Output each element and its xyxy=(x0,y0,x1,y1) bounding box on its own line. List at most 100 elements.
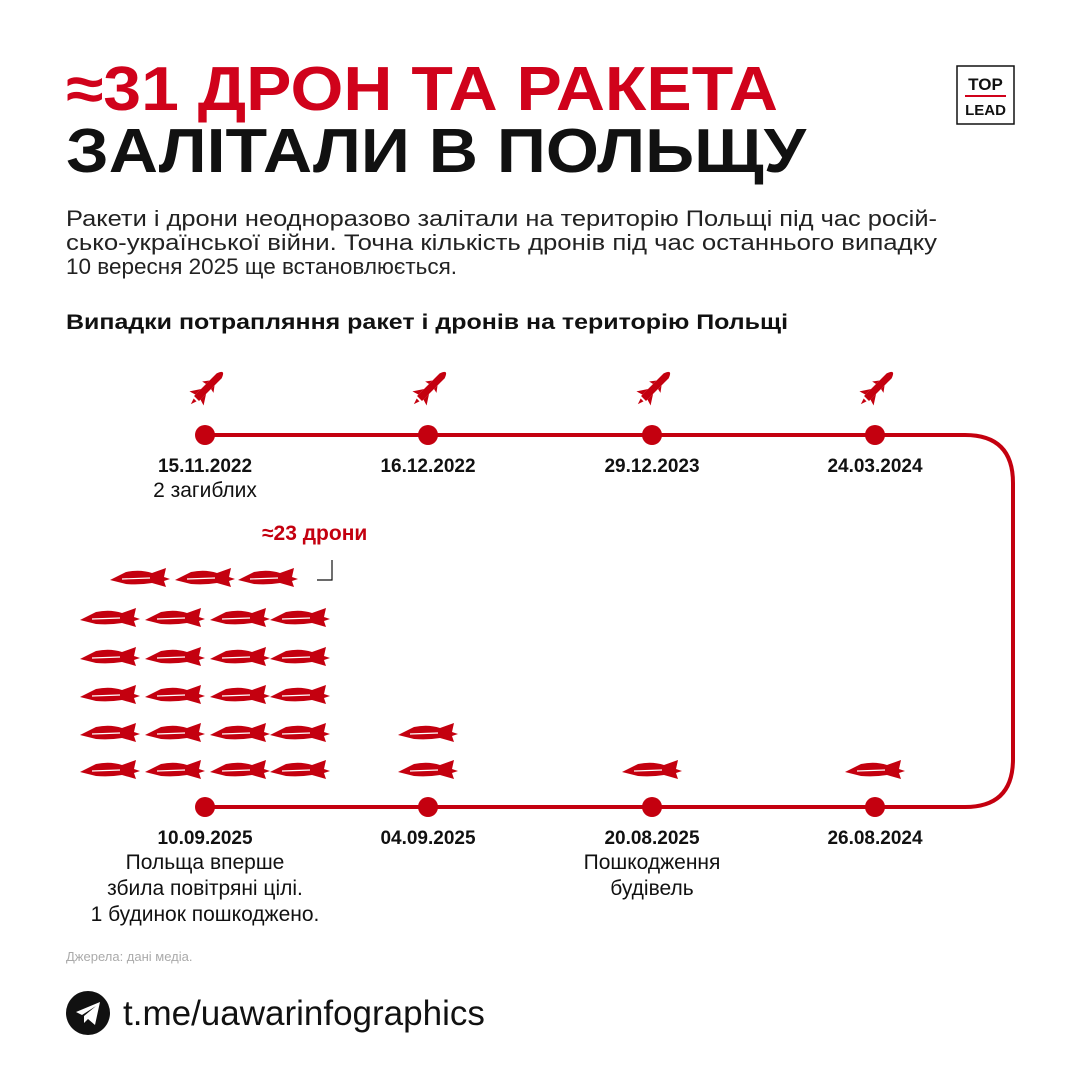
drone-stripe xyxy=(91,732,121,735)
logo-box xyxy=(956,65,1015,125)
event-date: 24.03.2024 xyxy=(827,456,923,477)
drone-icon xyxy=(145,608,205,627)
event-dot xyxy=(642,797,662,817)
drone-stripe xyxy=(281,694,311,697)
rocket-flame xyxy=(413,398,420,405)
drone-icon xyxy=(270,723,330,742)
event-date: 10.09.2025 xyxy=(157,828,253,849)
rocket-icon xyxy=(412,371,447,406)
drone-stripe xyxy=(221,656,251,659)
drone-stripe xyxy=(91,656,121,659)
drone-icon xyxy=(210,647,270,666)
event-dot xyxy=(865,425,885,445)
drone-icon xyxy=(210,685,270,704)
drone-icon xyxy=(622,760,682,779)
drone-shape xyxy=(270,760,330,779)
drone-icon xyxy=(80,647,140,666)
event-date: 26.08.2024 xyxy=(827,828,923,849)
drone-shape xyxy=(80,723,140,742)
event-dot xyxy=(418,425,438,445)
drone-stripe xyxy=(281,656,311,659)
logo-text: LEAD xyxy=(965,102,1006,119)
event-date: 20.08.2025 xyxy=(604,828,700,849)
drone-shape xyxy=(622,760,682,779)
drone-shape xyxy=(145,647,205,666)
link[interactable]: t.me/uawarinfographics xyxy=(123,994,485,1033)
drone-stripe xyxy=(186,577,216,580)
event-note: збила повітряні цілі. xyxy=(107,877,303,900)
drone-shape xyxy=(398,760,458,779)
rocket-body xyxy=(417,371,447,401)
drone-shape xyxy=(145,608,205,627)
drone-icon xyxy=(238,568,298,587)
drone-icon xyxy=(270,608,330,627)
drone-icon xyxy=(210,760,270,779)
drone-shape xyxy=(270,685,330,704)
description-line: 10 вересня 2025 ще встановлюється. xyxy=(66,254,457,279)
event-date: 04.09.2025 xyxy=(380,828,476,849)
drone-icon xyxy=(210,608,270,627)
drone-stripe xyxy=(91,617,121,620)
drone-stripe xyxy=(156,769,186,772)
drone-stripe xyxy=(156,732,186,735)
drone-icon xyxy=(80,685,140,704)
drone-shape xyxy=(80,647,140,666)
drone-shape xyxy=(210,723,270,742)
drone-shape xyxy=(210,647,270,666)
rocket-body xyxy=(194,371,224,401)
event-date: 29.12.2023 xyxy=(604,456,699,477)
telegram-icon xyxy=(66,991,110,1035)
drone-shape xyxy=(845,760,905,779)
title-line: ЗАЛІТАЛИ В ПОЛЬЩУ xyxy=(66,117,808,186)
drone-shape xyxy=(270,723,330,742)
drone-stripe xyxy=(156,617,186,620)
drone-shape xyxy=(110,568,170,587)
event-note: 2 загиблих xyxy=(153,479,257,502)
drone-shape xyxy=(210,685,270,704)
drone-stripe xyxy=(856,769,886,772)
drone-shape xyxy=(210,760,270,779)
drone-shape xyxy=(270,608,330,627)
drone-stripe xyxy=(281,769,311,772)
drone-stripe xyxy=(281,732,311,735)
event-note: Польща вперше xyxy=(126,851,285,874)
event-dot xyxy=(195,425,215,445)
description-line: сько-української війни. Точна кількість … xyxy=(66,230,938,255)
drone-stripe xyxy=(91,694,121,697)
drone-stripe xyxy=(249,577,279,580)
event-dot xyxy=(865,797,885,817)
event-note: будівель xyxy=(610,877,693,900)
event-dot xyxy=(195,797,215,817)
drone-shape xyxy=(145,760,205,779)
rocket-fin xyxy=(412,380,438,406)
drone-shape xyxy=(145,685,205,704)
drone-icon xyxy=(145,723,205,742)
drone-icon xyxy=(80,723,140,742)
drone-stripe xyxy=(121,577,151,580)
drone-stripe xyxy=(91,769,121,772)
drone-shape xyxy=(175,568,235,587)
drone-stripe xyxy=(281,617,311,620)
drone-icon xyxy=(110,568,170,587)
drone-icon xyxy=(270,685,330,704)
drone-stripe xyxy=(221,694,251,697)
drone-icon xyxy=(145,685,205,704)
event-note: Пошкодження xyxy=(584,851,721,874)
drone-shape xyxy=(270,647,330,666)
drone-icon xyxy=(210,723,270,742)
drone-stripe xyxy=(633,769,663,772)
drone-shape xyxy=(210,608,270,627)
drone-stripe xyxy=(221,732,251,735)
timeline-path xyxy=(205,433,1015,809)
logo: TOP LEAD xyxy=(956,65,1015,125)
drone-shape xyxy=(80,608,140,627)
drone-icon xyxy=(145,760,205,779)
drone-stripe xyxy=(221,769,251,772)
title-line: ≈31 ДРОН ТА РАКЕТА xyxy=(66,55,778,124)
rocket-body xyxy=(864,371,894,401)
subtitle: Випадки потрапляння ракет і дронів на те… xyxy=(66,311,788,334)
drone-icon xyxy=(270,647,330,666)
